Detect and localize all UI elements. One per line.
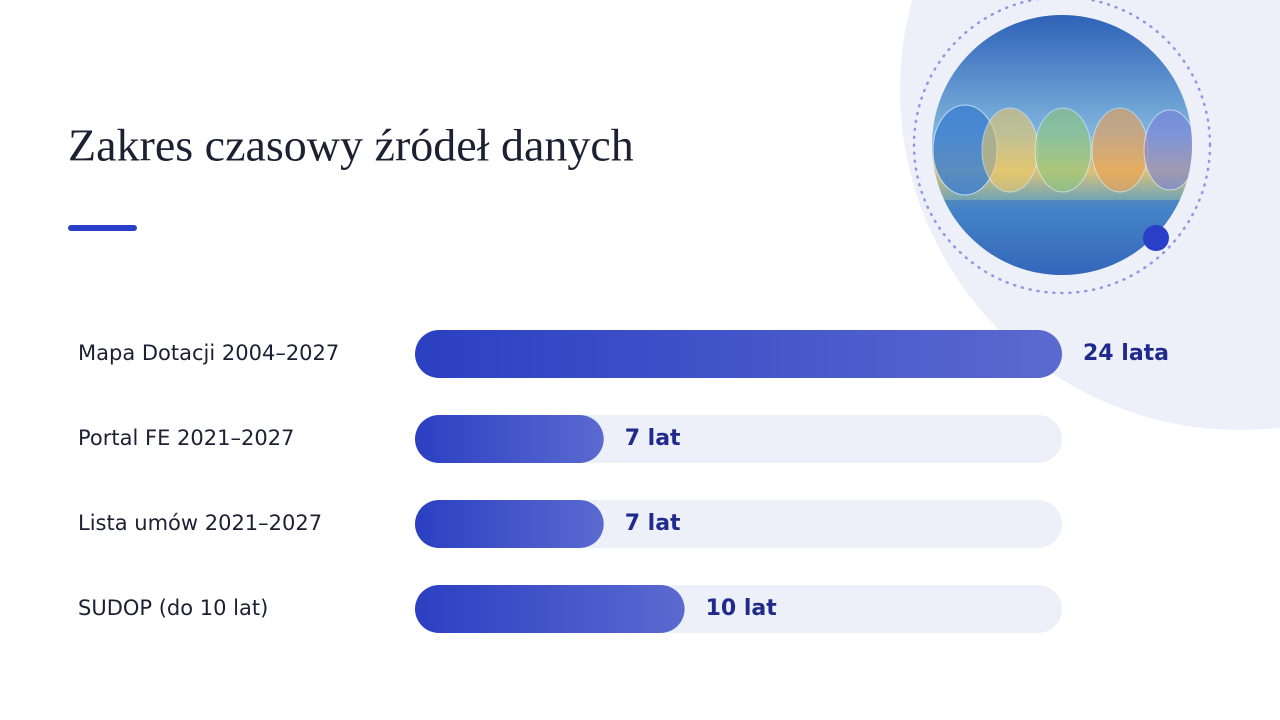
chart-title: Zakres czasowy źródeł danych — [68, 120, 634, 171]
category-label: SUDOP (do 10 lat) — [78, 596, 268, 620]
value-label: 7 lat — [625, 426, 681, 451]
bar — [415, 330, 1062, 378]
value-label: 24 lata — [1083, 341, 1169, 366]
category-label: Portal FE 2021–2027 — [78, 426, 294, 450]
dotted-ring — [912, 0, 1212, 295]
bar — [415, 500, 604, 548]
bar — [415, 415, 604, 463]
value-label: 10 lat — [706, 596, 778, 621]
category-label: Mapa Dotacji 2004–2027 — [78, 341, 339, 365]
value-label: 7 lat — [625, 511, 681, 536]
category-label: Lista umów 2021–2027 — [78, 511, 322, 535]
title-underline — [68, 225, 137, 231]
bar — [415, 585, 685, 633]
accent-dot — [1143, 225, 1169, 251]
